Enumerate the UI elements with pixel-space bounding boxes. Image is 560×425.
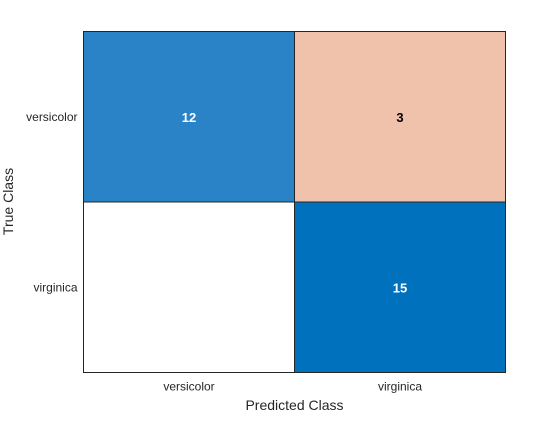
cell-value-label: 12: [182, 110, 196, 125]
x-tick-label: versicolor: [163, 380, 214, 394]
y-axis-label: True Class: [0, 168, 16, 235]
matrix-cell-virginica-virginica: [294, 201, 506, 373]
matrix-cell-versicolor-versicolor: [83, 31, 295, 203]
x-axis-label: Predicted Class: [245, 397, 343, 413]
y-tick-label: virginica: [33, 280, 77, 294]
plot-frame: [83, 31, 506, 373]
cell-value-label: 15: [393, 280, 407, 295]
matrix-cell-virginica-versicolor: [83, 201, 295, 373]
x-tick-label: virginica: [378, 380, 422, 394]
matrix-cell-versicolor-virginica: [294, 31, 506, 203]
matrix-cells: [83, 31, 506, 373]
matrix-cell-labels: 12 3 15: [182, 110, 407, 296]
y-tick-label: versicolor: [26, 110, 77, 124]
x-tick-labels: versicolor virginica: [163, 380, 422, 394]
cell-value-label: 3: [396, 110, 403, 125]
y-tick-labels: versicolor virginica: [26, 110, 78, 295]
